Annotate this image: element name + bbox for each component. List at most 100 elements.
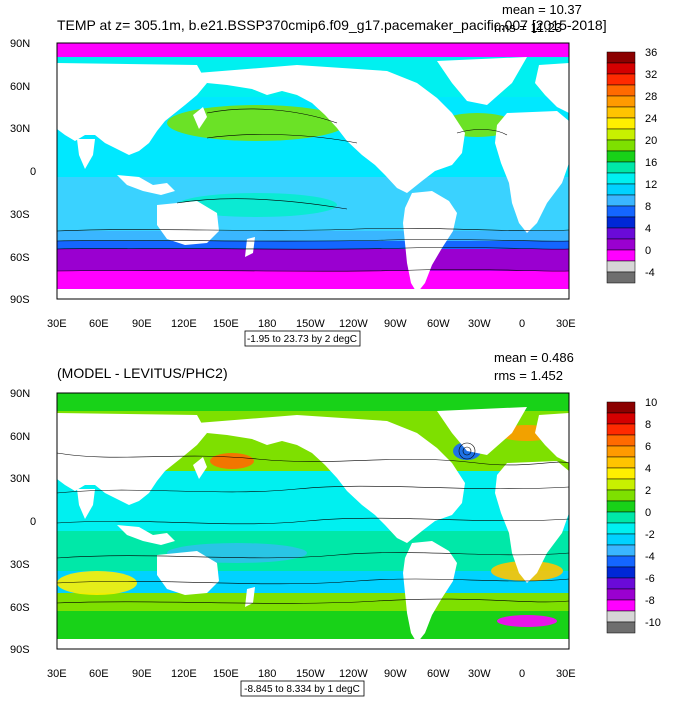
colorbar-swatch: [606, 128, 636, 141]
colorbar-swatch: [606, 139, 636, 152]
map-area: [56, 392, 570, 650]
lat-label: 30N: [10, 473, 30, 485]
lon-label: 30W: [468, 318, 491, 330]
lon-label: 180: [258, 318, 276, 330]
colorbar-swatch: [606, 478, 636, 491]
lat-label: 0: [30, 516, 36, 528]
lon-label: 60E: [89, 318, 109, 330]
colorbar-label: 2: [645, 485, 651, 497]
lon-label: 0: [519, 668, 525, 680]
colorbar-swatch: [606, 533, 636, 546]
colorbar-swatch: [606, 84, 636, 97]
colorbar-swatch: [606, 401, 636, 414]
range-box: -8.845 to 8.334 by 1 degC: [240, 680, 365, 697]
colorbar-swatch: [606, 161, 636, 174]
colorbar-swatch: [606, 95, 636, 108]
colorbar-swatch: [606, 456, 636, 469]
colorbar-swatch: [606, 227, 636, 240]
colorbar-label: 8: [645, 419, 651, 431]
colorbar-swatch: [606, 555, 636, 568]
range-label: -8.845 to 8.334 by 1 degC: [244, 684, 360, 695]
lat-label: 90N: [10, 388, 30, 400]
colorbar-label: -2: [645, 529, 655, 541]
lon-label: 150E: [213, 318, 239, 330]
acc-band-4: [57, 271, 569, 289]
lon-label: 60W: [427, 318, 450, 330]
lon-label: 30E: [47, 318, 67, 330]
lat-label: 90N: [10, 38, 30, 50]
colorbar-swatch: [606, 51, 636, 64]
lon-label: 30W: [468, 668, 491, 680]
colorbar-swatch: [606, 238, 636, 251]
mean-value: mean = 10.37: [502, 2, 582, 17]
colorbar-swatch: [606, 522, 636, 535]
colorbar-swatch: [606, 271, 636, 284]
colorbar-swatch: [606, 445, 636, 458]
acc-band-2: [57, 241, 569, 249]
colorbar-label: 0: [645, 245, 651, 257]
colorbar-swatch: [606, 216, 636, 229]
lat-label: 60S: [10, 602, 30, 614]
lon-axis: 30E 60E 90E 120E 150E 180 150W 120W 90W …: [47, 668, 576, 680]
lat-label: 60S: [10, 252, 30, 264]
lon-label: 90W: [384, 318, 407, 330]
colorbar-swatch: [606, 412, 636, 425]
colorbar-label: -4: [645, 267, 655, 279]
acc-band-3: [57, 249, 569, 271]
lat-label: 90S: [10, 644, 30, 656]
anomaly-kuroshio: [210, 453, 254, 469]
warm-pool-npac: [167, 105, 347, 141]
colorbar-label: 10: [645, 397, 657, 409]
colorbar-swatch: [606, 500, 636, 513]
colorbar-swatch: [606, 544, 636, 557]
lon-label: 90W: [384, 668, 407, 680]
colorbar-swatch: [606, 566, 636, 579]
colorbar-swatch: [606, 249, 636, 262]
lon-label: 30E: [47, 668, 67, 680]
lat-label: 30S: [10, 209, 30, 221]
colorbar-swatch: [606, 117, 636, 130]
lat-axis: 90N 60N 30N 0 30S 60S 90S: [10, 38, 36, 306]
lon-label: 150E: [213, 668, 239, 680]
colorbar-swatch: [606, 621, 636, 634]
colorbar-label: 4: [645, 463, 651, 475]
rms-value: rms = 1.452: [494, 368, 563, 383]
lon-label: 120W: [339, 668, 368, 680]
panel-title: (MODEL - LEVITUS/PHC2): [57, 365, 228, 381]
lon-label: 120E: [171, 668, 197, 680]
colorbar-swatch: [606, 62, 636, 75]
colorbar-label: 6: [645, 441, 651, 453]
rms-value: rms = 11.23: [494, 20, 562, 35]
colorbar-swatch: [606, 423, 636, 436]
colorbar-label: 4: [645, 223, 651, 235]
mean-value: mean = 0.486: [494, 350, 574, 365]
lon-label: 120E: [171, 318, 197, 330]
lon-label: 30E: [556, 668, 576, 680]
colorbar-swatch: [606, 150, 636, 163]
colorbar-label: 24: [645, 113, 657, 125]
colorbar-swatch: [606, 467, 636, 480]
colorbar-swatch: [606, 106, 636, 119]
map-area: [56, 42, 570, 300]
lon-label: 150W: [296, 668, 325, 680]
lon-label: 90E: [132, 318, 152, 330]
colorbar-swatch: [606, 489, 636, 502]
colorbar-swatch: [606, 610, 636, 623]
colorbar-swatch: [606, 205, 636, 218]
lon-axis: 30E 60E 90E 120E 150E 180 150W 120W 90W …: [47, 318, 576, 330]
colorbar-label: 16: [645, 157, 657, 169]
colorbar-swatch: [606, 73, 636, 86]
acc-band-1: [57, 231, 569, 241]
colorbar-bottom: 10 8 6 4 2 0 -2 -4 -6 -8 -10: [606, 397, 661, 634]
colorbar-label: 32: [645, 69, 657, 81]
colorbar-label: 8: [645, 201, 651, 213]
range-label: -1.95 to 23.73 by 2 degC: [247, 334, 357, 345]
colorbar-label: 36: [645, 47, 657, 59]
lon-label: 0: [519, 318, 525, 330]
colorbar-swatch: [606, 194, 636, 207]
arctic-band: [57, 393, 569, 411]
colorbar-swatch: [606, 599, 636, 612]
colorbar-label: -6: [645, 573, 655, 585]
colorbar-swatch: [606, 260, 636, 273]
